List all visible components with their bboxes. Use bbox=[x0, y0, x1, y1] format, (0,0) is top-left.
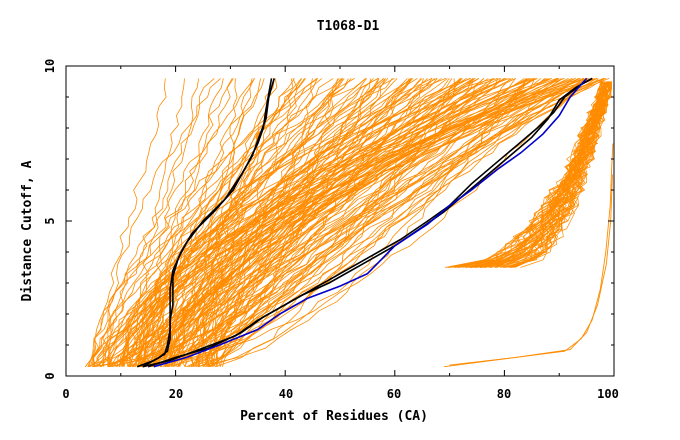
background-series-line bbox=[142, 78, 560, 368]
background-series-line bbox=[201, 78, 467, 367]
background-series-line bbox=[97, 78, 610, 367]
background-series-line bbox=[205, 78, 552, 367]
background-series-line bbox=[189, 78, 565, 367]
background-series-line bbox=[449, 174, 613, 366]
background-series-line bbox=[115, 78, 606, 368]
background-series-line bbox=[120, 78, 366, 367]
background-series-line bbox=[465, 81, 612, 268]
background-series-line bbox=[151, 78, 265, 367]
background-series-line bbox=[88, 78, 256, 367]
background-series-line bbox=[151, 78, 200, 367]
background-series-line bbox=[448, 81, 612, 268]
x-tick-label-60: 60 bbox=[387, 387, 401, 401]
background-series-line bbox=[101, 78, 557, 367]
background-series-line bbox=[153, 78, 579, 367]
background-series-line bbox=[92, 78, 323, 367]
background-series-line bbox=[154, 78, 573, 367]
background-series-line bbox=[199, 78, 278, 367]
background-series-line bbox=[167, 78, 580, 368]
background-series-line bbox=[139, 78, 535, 367]
x-tick-label-20: 20 bbox=[169, 387, 183, 401]
highlight-series-line-4 bbox=[153, 77, 588, 368]
background-series-line bbox=[197, 78, 581, 367]
background-series-line bbox=[132, 78, 592, 367]
background-series-line bbox=[107, 78, 393, 367]
highlight-series-line-1 bbox=[136, 78, 273, 368]
y-tick-label-0: 0 bbox=[43, 372, 57, 379]
background-series-line bbox=[210, 78, 604, 367]
background-series-line bbox=[496, 81, 610, 268]
background-series-line bbox=[505, 81, 612, 268]
x-tick-label-100: 100 bbox=[597, 387, 619, 401]
background-series-line bbox=[509, 81, 612, 268]
background-series-line bbox=[116, 78, 598, 367]
background-series-line bbox=[146, 78, 569, 367]
background-series-line bbox=[129, 78, 538, 367]
background-series-line bbox=[510, 81, 609, 268]
background-series-line bbox=[134, 78, 605, 367]
background-series-line bbox=[190, 78, 576, 367]
background-series-line bbox=[211, 78, 593, 367]
background-series-line bbox=[177, 78, 384, 368]
x-tick-label-80: 80 bbox=[497, 387, 511, 401]
x-axis-label: Percent of Residues (CA) bbox=[240, 409, 428, 424]
background-series-line bbox=[520, 81, 612, 268]
background-series-line bbox=[125, 78, 510, 367]
background-series-line bbox=[143, 78, 599, 367]
background-series-line bbox=[143, 78, 472, 367]
background-series-group bbox=[84, 78, 614, 368]
x-tick-label-0: 0 bbox=[62, 387, 69, 401]
y-axis-label: Distance Cutoff, A bbox=[20, 160, 35, 301]
background-series-line bbox=[203, 78, 461, 367]
x-tick-label-40: 40 bbox=[279, 387, 293, 401]
background-series-line bbox=[87, 78, 495, 367]
background-series-line bbox=[469, 81, 609, 268]
axis-ticks bbox=[65, 65, 615, 377]
background-series-line bbox=[488, 81, 607, 268]
background-series-line bbox=[128, 78, 607, 367]
background-series-line bbox=[108, 78, 367, 367]
background-series-line bbox=[132, 78, 532, 367]
background-series-line bbox=[85, 78, 167, 367]
background-series-line bbox=[470, 81, 609, 268]
y-tick-label-5: 5 bbox=[43, 217, 57, 224]
background-series-line bbox=[137, 78, 233, 367]
background-series-line bbox=[89, 78, 215, 367]
y-tick-label-10: 10 bbox=[43, 59, 57, 73]
background-series-line bbox=[197, 78, 530, 368]
background-series-line bbox=[96, 78, 411, 368]
background-series-line bbox=[123, 78, 588, 367]
background-series-line bbox=[102, 78, 318, 367]
chart-title: T1068-D1 bbox=[317, 19, 380, 34]
highlight-series-group bbox=[136, 77, 593, 368]
background-series-line bbox=[89, 78, 224, 368]
background-series-line bbox=[128, 78, 185, 367]
background-series-line bbox=[130, 78, 596, 367]
